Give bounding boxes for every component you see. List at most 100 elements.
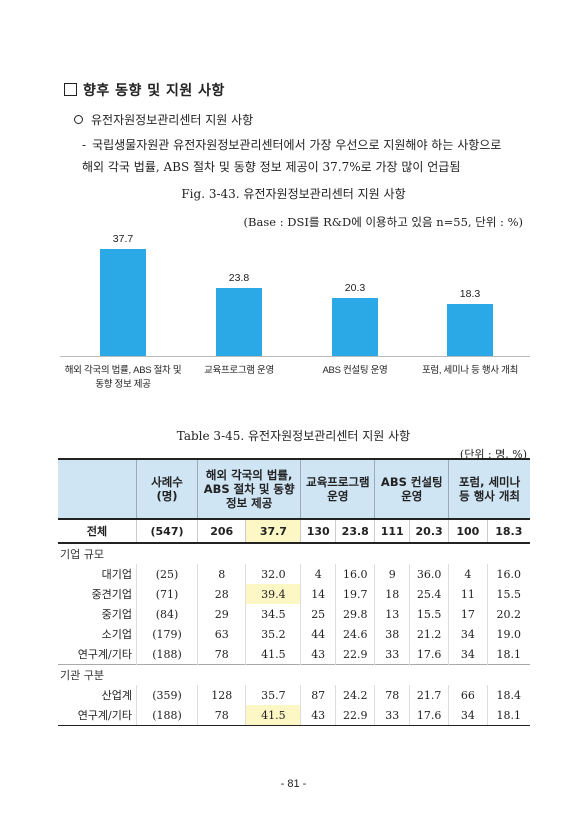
table-cell: 63 — [196, 624, 246, 644]
row-label: 소기업 — [101, 628, 132, 641]
table-cell: 34 — [448, 624, 488, 644]
table-cell: 22.9 — [335, 644, 375, 665]
bullet-item: 유전자원정보관리센터 지원 사항 — [74, 111, 253, 128]
table-cell: 128 — [196, 685, 246, 705]
table-title: Table 3-45. 유전자원정보관리센터 지원 사항 — [176, 429, 411, 443]
table-cell: 33 — [374, 644, 410, 665]
table-cell: 35.2 — [245, 624, 301, 644]
table-cell-highlight: 41.5 — [245, 705, 301, 726]
table-cell: 33 — [374, 705, 410, 726]
chart-category-label: 해외 각국의 법률, ABS 절차 및 동향 정보 제공 — [58, 364, 188, 392]
table-cell: (84) — [136, 604, 198, 624]
chart-value-label: 20.3 — [344, 282, 366, 295]
table-cell: 41.5 — [245, 644, 301, 665]
table-row: 산업계 (359) 128 35.7 87 24.2 78 21.7 66 18.4 — [58, 685, 530, 705]
table-cell: 44 — [300, 624, 336, 644]
total-cell: 206 — [196, 519, 246, 544]
table-cell: 35.7 — [245, 685, 301, 705]
header-cases: 사례수 (명) — [136, 458, 198, 520]
header-col-3: ABS 컨설팅 운영 — [374, 458, 449, 520]
header-col-1: 해외 각국의 법률, ABS 절차 및 동향 정보 제공 — [196, 458, 301, 520]
table-cell: (179) — [136, 624, 198, 644]
chart-category-line: 동향 정보 제공 — [95, 379, 151, 390]
chart-bar — [216, 288, 262, 356]
table-cell: 8 — [196, 564, 246, 584]
table-cell: 25.4 — [409, 584, 449, 604]
table-cell: 43 — [300, 705, 336, 726]
table-cell: 25 — [300, 604, 336, 624]
table-cell: 14 — [300, 584, 336, 604]
header-col-2: 교육프로그램 운영 — [300, 458, 375, 520]
group-label: 기관 구분 — [58, 664, 530, 685]
table-cell: 4 — [300, 564, 336, 584]
table-body: 전체 (547) 206 37.7 130 23.8 111 20.3 100 … — [58, 519, 530, 726]
table-cell: 66 — [448, 685, 488, 705]
table-row: 중기업 (84) 29 34.5 25 29.8 13 15.5 17 20.2 — [58, 604, 530, 624]
row-label: 연구계/기타 — [58, 705, 137, 726]
table-cell: 19.0 — [486, 624, 530, 644]
figure-title: Fig. 3-43. 유전자원정보관리센터 지원 사항 — [181, 187, 406, 201]
dash-line-1: 국립생물자원관 유전자원정보관리센터에서 가장 우선으로 지원해야 하는 사항으… — [92, 138, 502, 152]
table-cell: 4 — [448, 564, 488, 584]
row-label: 대기업 — [101, 568, 132, 581]
table-cell: 13 — [374, 604, 410, 624]
chart-category-line: 교육프로그램 운영 — [204, 365, 274, 376]
table-row: 연구계/기타 (188) 78 41.5 43 22.9 33 17.6 34 18.1 — [58, 644, 530, 665]
row-label: 중견기업 — [91, 588, 132, 601]
chart-value-label: 23.8 — [228, 272, 250, 285]
dash-line-2: 해외 각국 법률, ABS 절차 및 동향 정보 제공이 37.7%로 가장 많… — [82, 160, 461, 174]
table-cell: 38 — [374, 624, 410, 644]
table-cell: 17.6 — [409, 644, 449, 665]
table-cell: 18.1 — [486, 705, 530, 726]
total-cell: 18.3 — [486, 519, 530, 544]
table-cell: 20.2 — [486, 604, 530, 624]
table-cell: 15.5 — [486, 584, 530, 604]
table-row: 대기업 (25) 8 32.0 4 16.0 9 36.0 4 16.0 — [58, 564, 530, 584]
table-cell: (188) — [136, 644, 198, 665]
table-cell: 18.1 — [486, 644, 530, 665]
section-title: 향후 동향 및 지원 사항 — [64, 80, 225, 100]
chart-category-label: 포럼, 세미나 등 행사 개최 — [405, 364, 535, 378]
table-cell: 78 — [374, 685, 410, 705]
chart-category-label: ABS 컨설팅 운영 — [290, 364, 420, 378]
table-cell: 16.0 — [335, 564, 375, 584]
table-cell: (188) — [136, 705, 198, 726]
header-empty — [58, 458, 137, 520]
data-table: 사례수 (명) 해외 각국의 법률, ABS 절차 및 동향 정보 제공 교육프… — [58, 458, 530, 726]
chart-value-label: 37.7 — [112, 233, 134, 245]
table-cell: 78 — [196, 644, 246, 665]
chart-category-line: ABS 컨설팅 운영 — [322, 365, 388, 376]
circle-bullet-icon — [74, 115, 83, 124]
table-cell: (359) — [136, 685, 198, 705]
chart-bar — [332, 298, 378, 356]
table-unit: (단위 : 명, %) — [459, 448, 527, 461]
chart-category-line: 포럼, 세미나 등 행사 개최 — [421, 365, 519, 376]
total-cell: 100 — [448, 519, 488, 544]
table-cell: 34.5 — [245, 604, 301, 624]
table-cell: 18 — [374, 584, 410, 604]
table-cell: 16.0 — [486, 564, 530, 584]
table-cell: 78 — [196, 705, 246, 726]
table-cell: (71) — [136, 584, 198, 604]
total-cell: 111 — [374, 519, 410, 544]
table-cell: 29 — [196, 604, 246, 624]
table-header-row: 사례수 (명) 해외 각국의 법률, ABS 절차 및 동향 정보 제공 교육프… — [58, 458, 530, 520]
chart-baseline — [60, 356, 530, 357]
section-title-text: 향후 동향 및 지원 사항 — [83, 83, 225, 99]
row-label: 중기업 — [101, 608, 132, 621]
total-cell-highlight: 37.7 — [245, 519, 301, 544]
header-col-4: 포럼, 세미나 등 행사 개최 — [448, 458, 530, 520]
chart-bar — [100, 249, 146, 356]
table-cell: 36.0 — [409, 564, 449, 584]
table-cell: 17.6 — [409, 705, 449, 726]
checkbox-square-icon — [64, 83, 77, 96]
group-header-row: 기업 규모 — [58, 543, 530, 564]
table-cell: 21.2 — [409, 624, 449, 644]
total-cell: 20.3 — [409, 519, 449, 544]
table-row: 중견기업 (71) 28 39.4 14 19.7 18 25.4 11 15.5 — [58, 584, 530, 604]
table-cell: 32.0 — [245, 564, 301, 584]
figure-base-note: (Base : DSI를 R&D에 이용하고 있음 n=55, 단위 : %) — [243, 215, 523, 229]
table-cell: 24.6 — [335, 624, 375, 644]
dash-marker: - — [82, 138, 87, 152]
page-number: - 81 - — [280, 778, 307, 790]
